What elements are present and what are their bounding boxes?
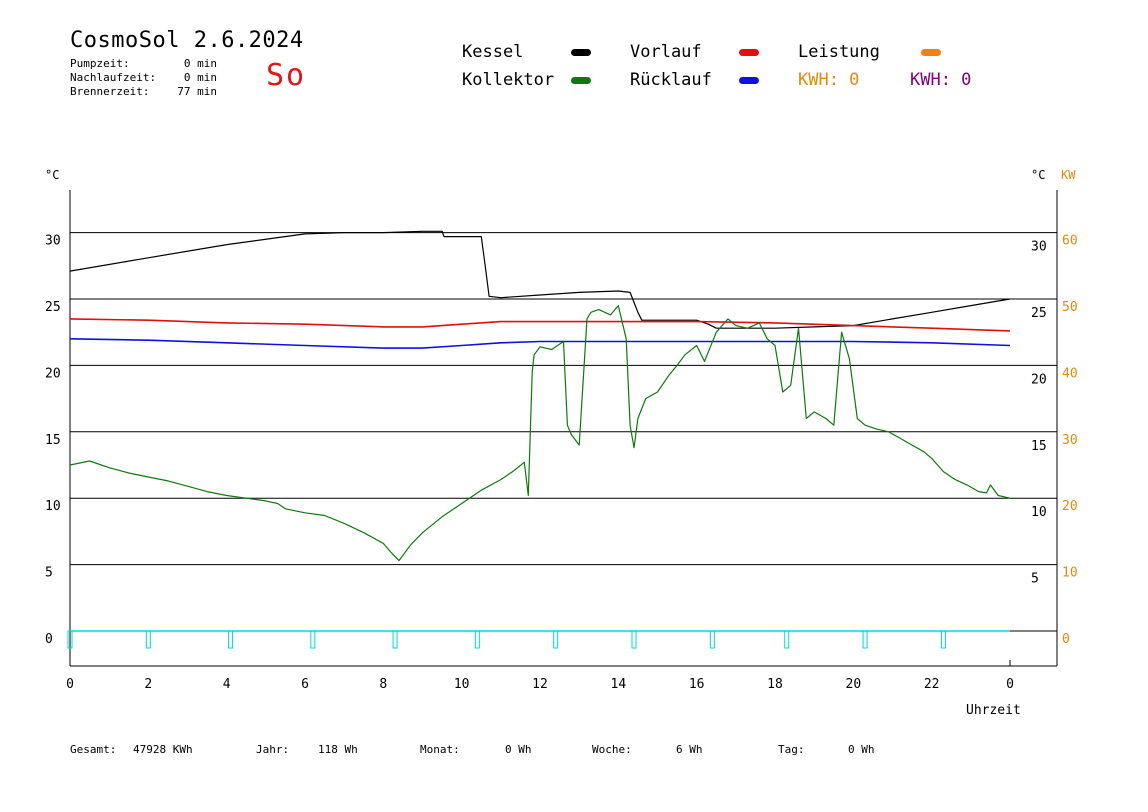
y-tick-kw-10: 10 [1062, 566, 1078, 581]
y-tick-left-30: 30 [45, 234, 61, 249]
x-tick-8: 16 [689, 677, 705, 692]
x-tick-9: 18 [767, 677, 783, 692]
y-axis-kw-unit: KW [1061, 168, 1076, 182]
axis-layer: °C °C KW Uhrzeit [45, 168, 1076, 718]
series-line-3 [69, 305, 1011, 562]
y-tick-right-25: 25 [1031, 306, 1047, 321]
y-tick-kw-0: 0 [1062, 632, 1070, 647]
pump-marker-0 [67, 630, 73, 649]
y-tick-left-0: 0 [45, 632, 53, 647]
x-tick-5: 10 [454, 677, 470, 692]
x-tick-1: 2 [144, 677, 152, 692]
x-axis-title: Uhrzeit [966, 703, 1021, 718]
x-tick-2: 4 [223, 677, 231, 692]
legend-kessel-swatch [571, 49, 591, 56]
page-title: CosmoSol 2.6.2024 [70, 28, 304, 53]
legend-leistung-swatch [921, 49, 941, 56]
y-tick-left-10: 10 [45, 499, 61, 514]
footer-tag-label: Tag: [778, 743, 805, 756]
y-axis-left-unit: °C [45, 168, 59, 182]
y-tick-kw-20: 20 [1062, 499, 1078, 514]
y-tick-kw-30: 30 [1062, 433, 1078, 448]
pump-marker-7 [631, 630, 637, 649]
y-tick-right-5: 5 [1031, 572, 1039, 587]
series-line-2 [69, 338, 1011, 349]
y-tick-right-10: 10 [1031, 505, 1047, 520]
footer-jahr-label: Jahr: [256, 743, 290, 756]
x-tick-10: 20 [846, 677, 862, 692]
footer-jahr-value: 118 Wh [318, 743, 358, 756]
kwh-purple: KWH: 0 [910, 70, 972, 90]
pump-marker-4 [392, 630, 398, 649]
stat-brennerzeit-label: Brennerzeit: [70, 85, 150, 98]
legend-vorlauf-label: Vorlauf [630, 42, 702, 62]
y-tick-kw-40: 40 [1062, 366, 1078, 381]
pump-marker-6 [553, 630, 559, 649]
y-tick-right-30: 30 [1031, 240, 1047, 255]
pump-marker-10 [862, 630, 868, 649]
legend-kessel-label: Kessel [462, 42, 524, 62]
x-tick-7: 14 [611, 677, 627, 692]
legend-ruecklauf-label: Rücklauf [630, 70, 712, 90]
footer-tag-value: 0 Wh [848, 743, 875, 756]
x-tick-0: 0 [66, 677, 74, 692]
x-tick-11: 22 [924, 677, 940, 692]
stat-pumpzeit-label: Pumpzeit: [70, 57, 130, 70]
series-line-0 [69, 230, 1011, 329]
x-tick-4: 8 [379, 677, 387, 692]
y-axis-right-unit: °C [1031, 168, 1045, 182]
x-tick-3: 6 [301, 677, 309, 692]
x-tick-6: 12 [532, 677, 548, 692]
legend-kollektor-label: Kollektor [462, 70, 555, 90]
legend-kollektor-swatch [571, 77, 591, 84]
weekday-indicator: So [266, 58, 307, 93]
pump-marker-layer [67, 630, 1010, 649]
stat-nachlaufzeit-label: Nachlaufzeit: [70, 71, 157, 84]
y-tick-left-15: 15 [45, 433, 61, 448]
pump-marker-9 [784, 630, 790, 649]
y-tick-left-25: 25 [45, 300, 61, 315]
x-tick-12: 0 [1006, 677, 1014, 692]
pump-marker-2 [228, 630, 234, 649]
pump-marker-1 [145, 630, 151, 649]
footer-monat-value: 0 Wh [505, 743, 532, 756]
series-layer [69, 230, 1011, 562]
pump-marker-3 [310, 630, 316, 649]
footer-woche-value: 6 Wh [676, 743, 703, 756]
y-tick-left-20: 20 [45, 366, 61, 381]
y-tick-kw-50: 50 [1062, 300, 1078, 315]
y-tick-left-5: 5 [45, 566, 53, 581]
y-tick-kw-60: 60 [1062, 234, 1078, 249]
pump-marker-11 [940, 630, 946, 649]
kwh-orange: KWH: 0 [798, 70, 860, 90]
legend-ruecklauf-swatch [739, 77, 759, 84]
stat-brennerzeit-value: 77 min [177, 85, 217, 98]
legend-vorlauf-swatch [739, 49, 759, 56]
grid-layer [70, 232, 1057, 632]
footer-woche-label: Woche: [592, 743, 632, 756]
stat-nachlaufzeit-value: 0 min [183, 71, 217, 84]
legend-leistung-label: Leistung [798, 42, 880, 62]
pump-marker-8 [709, 630, 715, 649]
stat-pumpzeit-value: 0 min [183, 57, 217, 70]
footer-monat-label: Monat: [420, 743, 460, 756]
pump-marker-5 [474, 630, 480, 649]
y-tick-right-20: 20 [1031, 372, 1047, 387]
footer-gesamt-label: Gesamt: [70, 743, 117, 756]
y-tick-right-15: 15 [1031, 439, 1047, 454]
footer-gesamt-value: 47928 KWh [133, 743, 193, 756]
series-line-1 [69, 318, 1011, 332]
